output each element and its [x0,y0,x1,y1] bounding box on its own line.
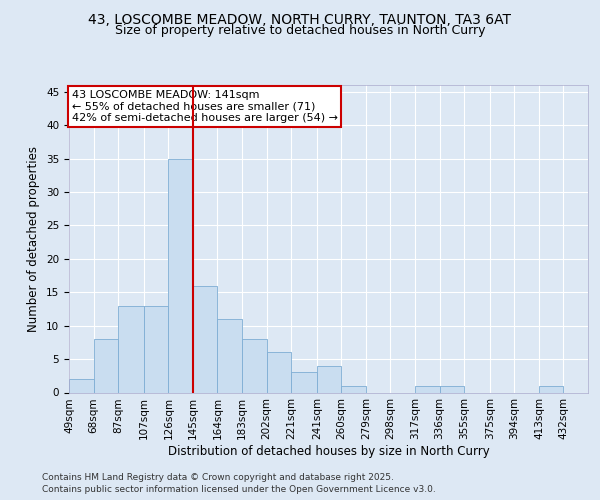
Bar [242,339,266,392]
Bar [266,352,291,393]
Bar [118,306,144,392]
X-axis label: Distribution of detached houses by size in North Curry: Distribution of detached houses by size … [167,445,490,458]
Bar [169,158,193,392]
Y-axis label: Number of detached properties: Number of detached properties [28,146,40,332]
Bar [539,386,563,392]
Text: 43, LOSCOMBE MEADOW, NORTH CURRY, TAUNTON, TA3 6AT: 43, LOSCOMBE MEADOW, NORTH CURRY, TAUNTO… [89,12,511,26]
Text: Size of property relative to detached houses in North Curry: Size of property relative to detached ho… [115,24,485,37]
Bar [440,386,464,392]
Text: Contains public sector information licensed under the Open Government Licence v3: Contains public sector information licen… [42,485,436,494]
Bar [415,386,440,392]
Bar [341,386,366,392]
Text: 43 LOSCOMBE MEADOW: 141sqm
← 55% of detached houses are smaller (71)
42% of semi: 43 LOSCOMBE MEADOW: 141sqm ← 55% of deta… [71,90,338,123]
Bar [69,379,94,392]
Text: Contains HM Land Registry data © Crown copyright and database right 2025.: Contains HM Land Registry data © Crown c… [42,472,394,482]
Bar [94,339,118,392]
Bar [217,319,242,392]
Bar [193,286,217,393]
Bar [317,366,341,392]
Bar [144,306,169,392]
Bar [291,372,317,392]
